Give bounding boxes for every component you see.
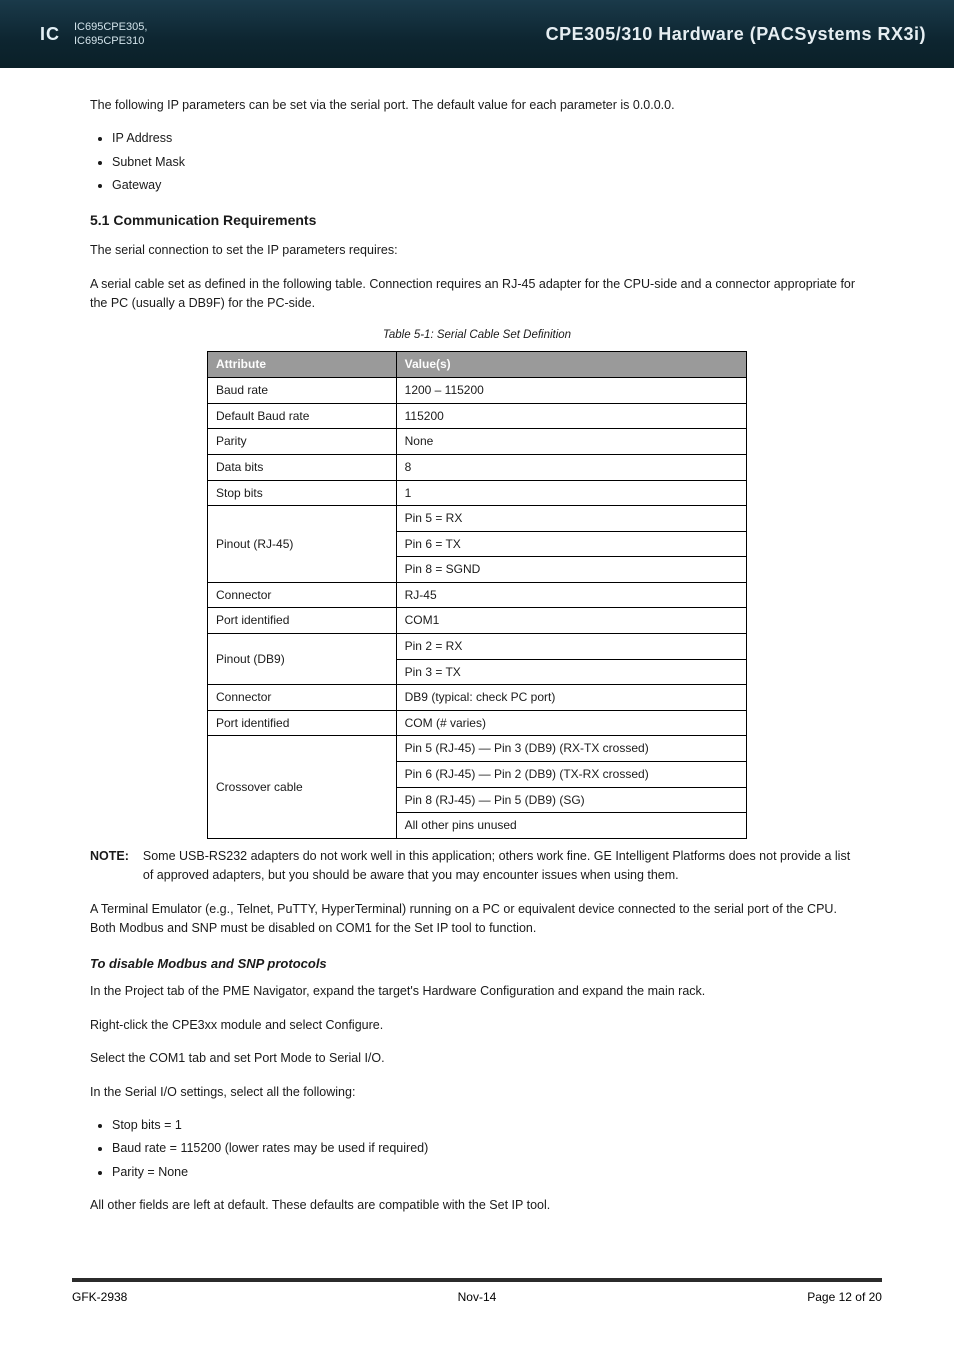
list-item: Baud rate = 115200 (lower rates may be u…: [112, 1139, 864, 1158]
page-footer: GFK-2938 Nov-14 Page 12 of 20: [72, 1278, 882, 1304]
table-cell-attr: Pinout (DB9): [208, 634, 397, 685]
table-cell-value: None: [396, 429, 746, 455]
page-content: The following IP parameters can be set v…: [0, 68, 954, 1215]
table-cell-attr: Port identified: [208, 710, 397, 736]
serial-cable-table: Attribute Value(s) Baud rate1200 – 11520…: [207, 351, 747, 839]
product-line2: IC695CPE310: [74, 34, 147, 48]
table-row: ConnectorDB9 (typical: check PC port): [208, 685, 747, 711]
table-cell-value: Pin 8 (RJ-45) — Pin 5 (DB9) (SG): [396, 787, 746, 813]
note-body: Some USB-RS232 adapters do not work well…: [143, 847, 864, 886]
table-cell-attr: Connector: [208, 582, 397, 608]
table-row: Pinout (DB9)Pin 2 = RX: [208, 634, 747, 660]
table-row: Crossover cablePin 5 (RJ-45) — Pin 3 (DB…: [208, 736, 747, 762]
table-cell-value: 1: [396, 480, 746, 506]
product-line1: IC695CPE305,: [74, 20, 147, 34]
footer-left: GFK-2938: [72, 1290, 339, 1304]
table-header: Attribute: [208, 352, 397, 378]
table-cell-attr: Pinout (RJ-45): [208, 506, 397, 583]
table-row: Baud rate1200 – 115200: [208, 378, 747, 404]
table-cell-attr: Stop bits: [208, 480, 397, 506]
table-cell-value: 115200: [396, 403, 746, 429]
table-cell-value: All other pins unused: [396, 813, 746, 839]
table-header: Value(s): [396, 352, 746, 378]
logo-mark: IC: [40, 24, 60, 45]
list-item: Stop bits = 1: [112, 1116, 864, 1135]
table-cell-value: 1200 – 115200: [396, 378, 746, 404]
table-cell-value: COM (# varies): [396, 710, 746, 736]
table-cell-value: Pin 5 (RJ-45) — Pin 3 (DB9) (RX-TX cross…: [396, 736, 746, 762]
section-p1: The serial connection to set the IP para…: [90, 241, 864, 260]
table-cell-value: Pin 8 = SGND: [396, 557, 746, 583]
table-cell-value: Pin 5 = RX: [396, 506, 746, 532]
table-row: Port identifiedCOM (# varies): [208, 710, 747, 736]
section-p3: A Terminal Emulator (e.g., Telnet, PuTTY…: [90, 900, 864, 939]
table-row: Port identifiedCOM1: [208, 608, 747, 634]
table-cell-attr: Parity: [208, 429, 397, 455]
table-cell-value: RJ-45: [396, 582, 746, 608]
table-row: Pinout (RJ-45)Pin 5 = RX: [208, 506, 747, 532]
table-cell-value: Pin 6 = TX: [396, 531, 746, 557]
intro-paragraph: The following IP parameters can be set v…: [90, 96, 864, 115]
step-3: Select the COM1 tab and set Port Mode to…: [90, 1049, 864, 1068]
footer-center: Nov-14: [343, 1290, 610, 1304]
table-row: Stop bits1: [208, 480, 747, 506]
table-row: Data bits8: [208, 454, 747, 480]
ip-param-list: IP Address Subnet Mask Gateway: [112, 129, 864, 195]
table-caption: Table 5-1: Serial Cable Set Definition: [90, 327, 864, 345]
table-cell-attr: Data bits: [208, 454, 397, 480]
table-row: ConnectorRJ-45: [208, 582, 747, 608]
section-heading: 5.1 Communication Requirements: [90, 210, 864, 232]
table-cell-attr: Default Baud rate: [208, 403, 397, 429]
table-cell-value: Pin 6 (RJ-45) — Pin 2 (DB9) (TX-RX cross…: [396, 762, 746, 788]
table-cell-value: 8: [396, 454, 746, 480]
table-cell-value: Pin 2 = RX: [396, 634, 746, 660]
table-cell-attr: Baud rate: [208, 378, 397, 404]
header-left: IC IC695CPE305, IC695CPE310: [40, 20, 147, 49]
table-cell-value: Pin 3 = TX: [396, 659, 746, 685]
header-title: CPE305/310 Hardware (PACSystems RX3i): [546, 24, 926, 45]
section-p2: A serial cable set as defined in the fol…: [90, 275, 864, 314]
table-row: Default Baud rate115200: [208, 403, 747, 429]
step-2: Right-click the CPE3xx module and select…: [90, 1016, 864, 1035]
list-item: Parity = None: [112, 1163, 864, 1182]
table-cell-attr: Connector: [208, 685, 397, 711]
step-4: In the Serial I/O settings, select all t…: [90, 1083, 864, 1102]
page-header: IC IC695CPE305, IC695CPE310 CPE305/310 H…: [0, 0, 954, 68]
table-cell-value: DB9 (typical: check PC port): [396, 685, 746, 711]
table-cell-attr: Port identified: [208, 608, 397, 634]
table-cell-value: COM1: [396, 608, 746, 634]
note-label: NOTE:: [90, 847, 129, 886]
footer-right: Page 12 of 20: [615, 1290, 882, 1304]
serialio-settings-list: Stop bits = 1 Baud rate = 115200 (lower …: [112, 1116, 864, 1182]
table-cell-attr: Crossover cable: [208, 736, 397, 838]
list-item: Gateway: [112, 176, 864, 195]
note-block: NOTE: Some USB-RS232 adapters do not wor…: [90, 847, 864, 886]
subsection-title: To disable Modbus and SNP protocols: [90, 954, 864, 974]
after-bullets: All other fields are left at default. Th…: [90, 1196, 864, 1215]
step-1: In the Project tab of the PME Navigator,…: [90, 982, 864, 1001]
table-row: ParityNone: [208, 429, 747, 455]
list-item: IP Address: [112, 129, 864, 148]
product-label: IC695CPE305, IC695CPE310: [74, 20, 147, 49]
list-item: Subnet Mask: [112, 153, 864, 172]
